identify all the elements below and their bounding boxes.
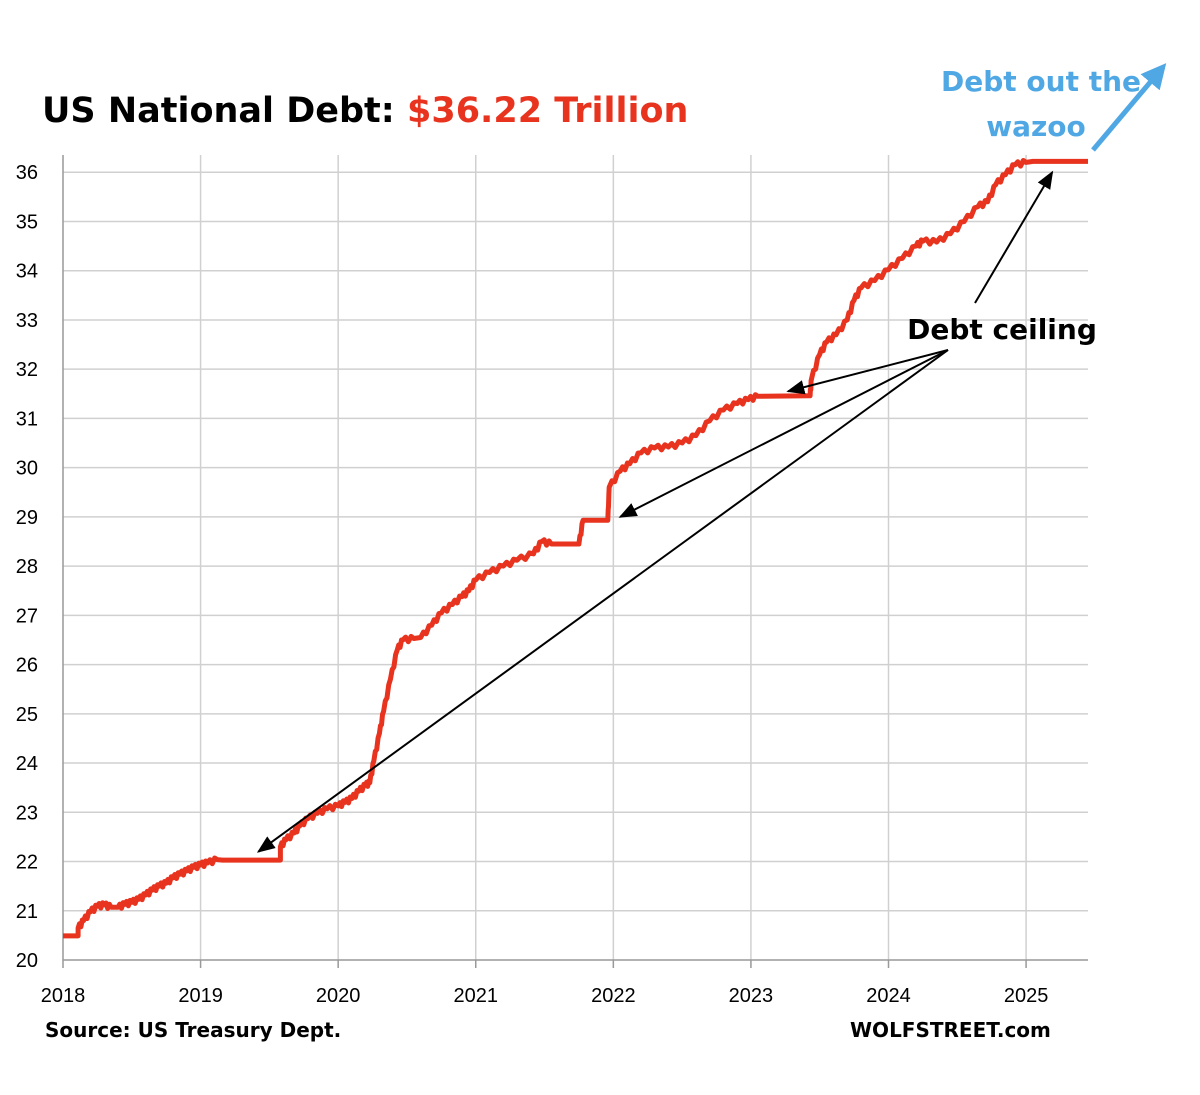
debt-ceiling-arrow	[786, 349, 949, 395]
x-tick-label: 2025	[1004, 985, 1049, 1007]
source-note: Source: US Treasury Dept.	[45, 1018, 341, 1042]
x-tick-label: 2021	[454, 985, 499, 1007]
debt-ceiling-label: Debt ceiling	[907, 313, 1097, 346]
chart-title-label: US National Debt:	[42, 91, 407, 131]
y-tick-label: 31	[16, 408, 38, 430]
y-tick-label: 27	[16, 605, 38, 627]
x-tick-label: 2024	[866, 985, 911, 1007]
y-tick-label: 35	[16, 211, 38, 233]
chart-title: US National Debt: $36.22 Trillion	[42, 91, 688, 131]
y-tick-label: 21	[16, 901, 38, 923]
wazoo-arrow	[1091, 63, 1167, 152]
debt-series-line	[63, 158, 1088, 939]
credit-label: WOLFSTREET.com	[850, 1018, 1051, 1042]
debt-ceiling-arrows	[256, 170, 1054, 853]
debt-ceiling-arrow	[256, 349, 949, 853]
x-tick-label: 2018	[41, 985, 86, 1007]
chart-title-value: $36.22 Trillion	[407, 91, 689, 131]
y-tick-label: 22	[16, 852, 38, 874]
x-axis: 2018 2019 2020 2021 2022 2023 2024 2025	[41, 985, 1049, 1007]
x-tick-label: 2020	[316, 985, 361, 1007]
y-tick-label: 30	[16, 458, 38, 480]
y-axis: 20 21 22 23 24 25 26 27 28 29 30 31 32 33 34 35 36	[16, 162, 38, 972]
y-tick-label: 20	[16, 950, 38, 972]
debt-ceiling-arrow	[618, 349, 949, 518]
x-tick-label: 2023	[729, 985, 774, 1007]
x-tick-label: 2022	[591, 985, 636, 1007]
y-tick-label: 24	[16, 753, 38, 775]
wazoo-annotation-line1: Debt out the	[941, 65, 1141, 98]
y-tick-label: 25	[16, 704, 38, 726]
y-tick-label: 33	[16, 310, 38, 332]
debt-ceiling-arrow	[974, 170, 1054, 304]
y-tick-label: 26	[16, 655, 38, 677]
x-tick-label: 2019	[178, 985, 223, 1007]
y-tick-label: 29	[16, 507, 38, 529]
wazoo-annotation-line2: wazoo	[986, 110, 1086, 143]
y-tick-label: 23	[16, 802, 38, 824]
y-tick-label: 28	[16, 556, 38, 578]
y-tick-label: 36	[16, 162, 38, 184]
y-tick-label: 34	[16, 261, 38, 283]
grid	[62, 155, 1088, 968]
y-tick-label: 32	[16, 359, 38, 381]
